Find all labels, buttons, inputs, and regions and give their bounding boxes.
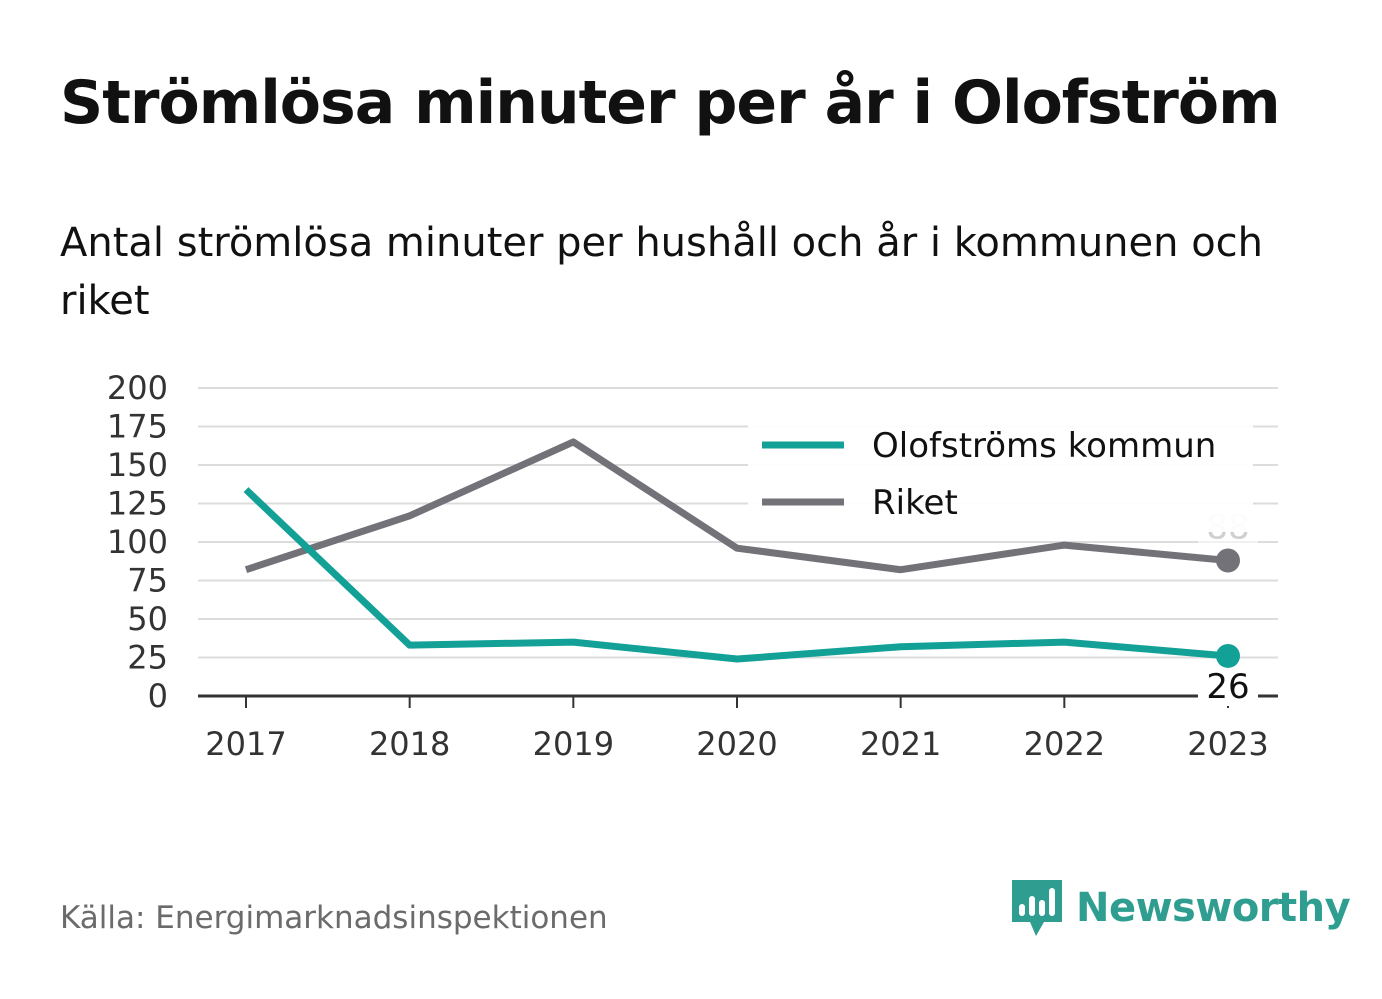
series-end-point-1 bbox=[1216, 548, 1240, 573]
end-value-label: 26 bbox=[1206, 667, 1249, 707]
series-end-point-0 bbox=[1216, 643, 1240, 668]
x-tick-label: 2019 bbox=[533, 725, 614, 763]
page-subtitle: Antal strömlösa minuter per hushåll och … bbox=[60, 220, 1264, 324]
bar-chart-speech-bubble-icon bbox=[1012, 880, 1062, 936]
x-tick-label: 2021 bbox=[860, 725, 941, 763]
legend-entry: Riket bbox=[872, 483, 958, 523]
x-tick-label: 2017 bbox=[205, 725, 286, 763]
y-tick-label: 100 bbox=[107, 523, 168, 561]
series-line-0 bbox=[243, 487, 1229, 663]
brand-name: Newsworthy bbox=[1076, 885, 1351, 931]
y-tick-label: 175 bbox=[107, 408, 168, 446]
y-tick-label: 0 bbox=[148, 677, 168, 715]
y-tick-label: 75 bbox=[127, 562, 168, 600]
y-tick-label: 150 bbox=[107, 446, 168, 484]
y-tick-label: 50 bbox=[127, 600, 168, 638]
y-tick-label: 200 bbox=[107, 369, 168, 407]
y-tick-label: 25 bbox=[127, 639, 168, 677]
y-tick-label: 125 bbox=[107, 485, 168, 523]
x-tick-label: 2022 bbox=[1024, 725, 1105, 763]
end-label-bg bbox=[1198, 667, 1258, 706]
x-tick-label: 2020 bbox=[696, 725, 777, 763]
legend: Olofströms kommun Riket bbox=[748, 420, 1253, 532]
series-line-1 bbox=[244, 438, 1229, 574]
legend-box bbox=[748, 420, 1253, 532]
x-tick-label: 2023 bbox=[1187, 725, 1268, 763]
brand-logo: Newsworthy bbox=[1010, 878, 1351, 938]
x-axis: 2017 2018 2019 2020 2021 2022 2023 bbox=[198, 694, 1278, 763]
page-title: Strömlösa minuter per år i Olofström bbox=[60, 68, 1281, 138]
source-note: Källa: Energimarknadsinspektionen bbox=[60, 900, 608, 936]
legend-entry: Olofströms kommun bbox=[872, 426, 1216, 466]
x-tick-label: 2018 bbox=[369, 725, 450, 763]
